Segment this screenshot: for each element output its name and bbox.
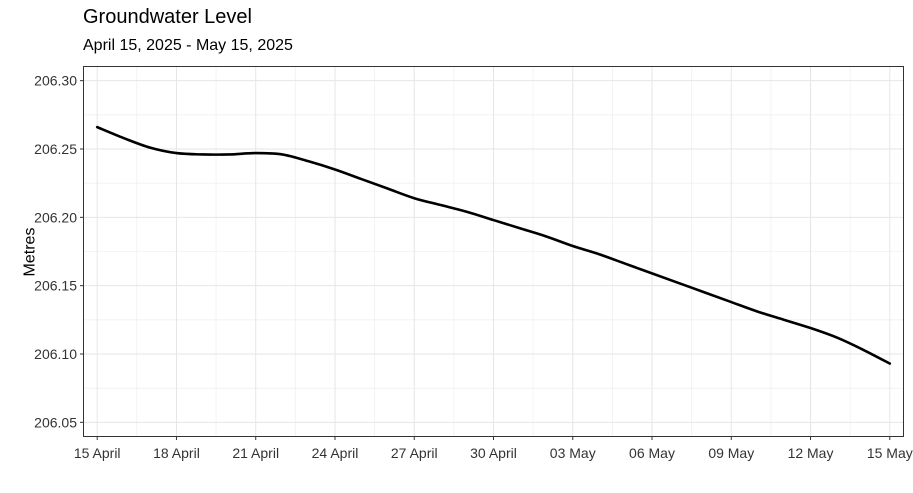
y-tick-label: 206.15 [34,278,77,294]
y-axis: 206.05 206.10 206.15 206.20 206.25 206.30 [34,73,84,430]
x-tick-label: 27 April [391,445,438,461]
x-tick-label: 30 April [470,445,517,461]
x-tick-label: 09 May [708,445,754,461]
x-tick-label: 12 May [788,445,834,461]
chart-title: Groundwater Level [83,6,252,28]
x-tick-label: 15 May [867,445,913,461]
series-layer [95,125,892,365]
chart-subtitle: April 15, 2025 - May 15, 2025 [83,37,293,54]
x-axis: 15 April 18 April 21 April 24 April 27 April… [74,436,913,461]
grid-lines [84,67,903,436]
x-tick-label: 18 April [153,445,200,461]
x-tick-label: 03 May [550,445,596,461]
series-line [95,125,892,365]
y-tick-label: 206.20 [34,209,77,225]
y-tick-label: 206.25 [34,141,77,157]
y-tick-label: 206.05 [34,414,77,430]
x-tick-label: 24 April [312,445,359,461]
x-tick-label: 21 April [232,445,279,461]
x-tick-label: 06 May [629,445,675,461]
y-tick-label: 206.10 [34,346,77,362]
y-tick-label: 206.30 [34,73,77,89]
x-tick-label: 15 April [74,445,121,461]
